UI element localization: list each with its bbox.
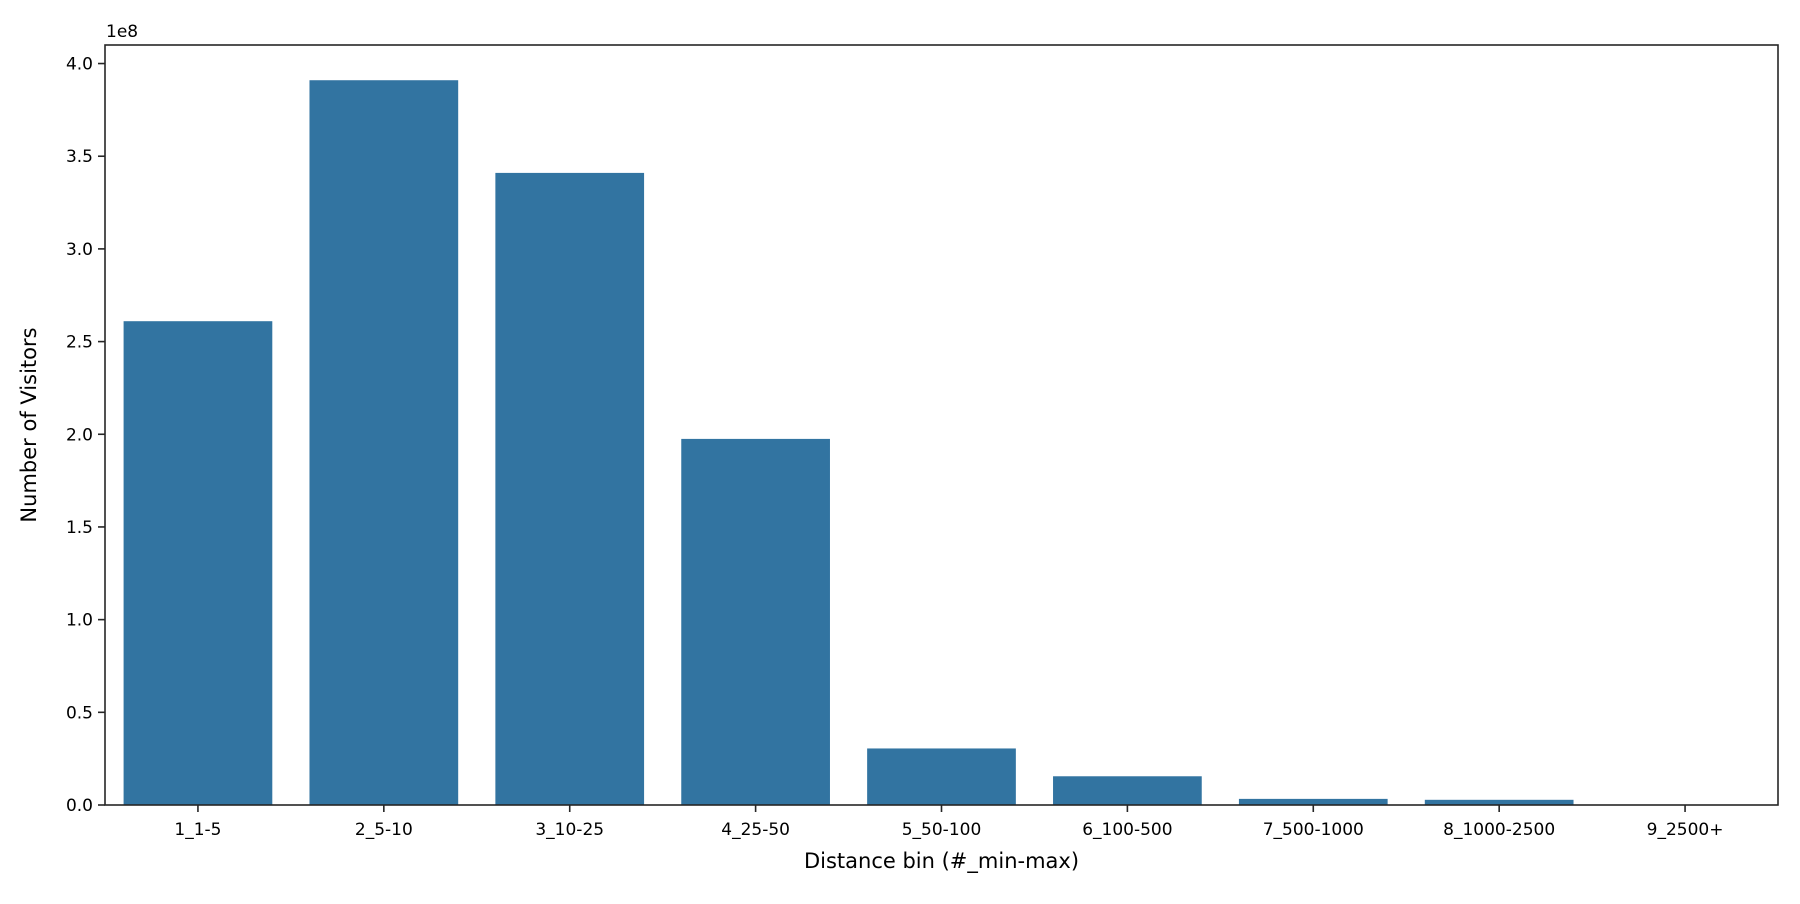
y-tick-label: 0.5: [66, 703, 93, 723]
y-offset-label: 1e8: [106, 22, 138, 42]
bar-2_5-10: [309, 80, 458, 805]
x-tick-label: 3_10-25: [535, 820, 604, 840]
x-tick-label: 5_50-100: [902, 820, 982, 840]
y-tick-label: 4.0: [66, 55, 93, 75]
y-tick-label: 3.5: [66, 147, 93, 167]
x-axis-label: Distance bin (#_min-max): [804, 849, 1079, 874]
y-tick-label: 2.0: [66, 425, 93, 445]
y-axis-label: Number of Visitors: [17, 327, 41, 522]
bar-4_25-50: [681, 439, 830, 805]
x-tick-label: 7_500-1000: [1263, 820, 1364, 840]
y-tick-label: 1.0: [66, 611, 93, 631]
x-tick-label: 2_5-10: [355, 820, 413, 840]
x-tick-label: 6_100-500: [1082, 820, 1172, 840]
y-axis: 0.0 0.5 1.0 1.5 2.0 2.5 3.0 3.5 4.0: [66, 55, 105, 816]
bar-3_10-25: [495, 173, 644, 805]
x-tick-label: 1_1-5: [174, 820, 221, 840]
bar-5_50-100: [867, 748, 1016, 805]
x-tick-label: 9_2500+: [1647, 820, 1724, 840]
y-tick-label: 3.0: [66, 240, 93, 260]
x-axis: 1_1-5 2_5-10 3_10-25 4_25-50 5_50-100 6_100-5…: [174, 805, 1723, 840]
bar-6_100-500: [1053, 776, 1202, 805]
bars-group: [124, 80, 1760, 805]
x-tick-label: 4_25-50: [721, 820, 790, 840]
y-tick-label: 2.5: [66, 333, 93, 353]
x-tick-label: 8_1000-2500: [1443, 820, 1555, 840]
bar-1_1-5: [124, 321, 273, 805]
bar-7_500-1000: [1239, 799, 1388, 805]
y-tick-label: 0.0: [66, 796, 93, 816]
y-tick-label: 1.5: [66, 518, 93, 538]
